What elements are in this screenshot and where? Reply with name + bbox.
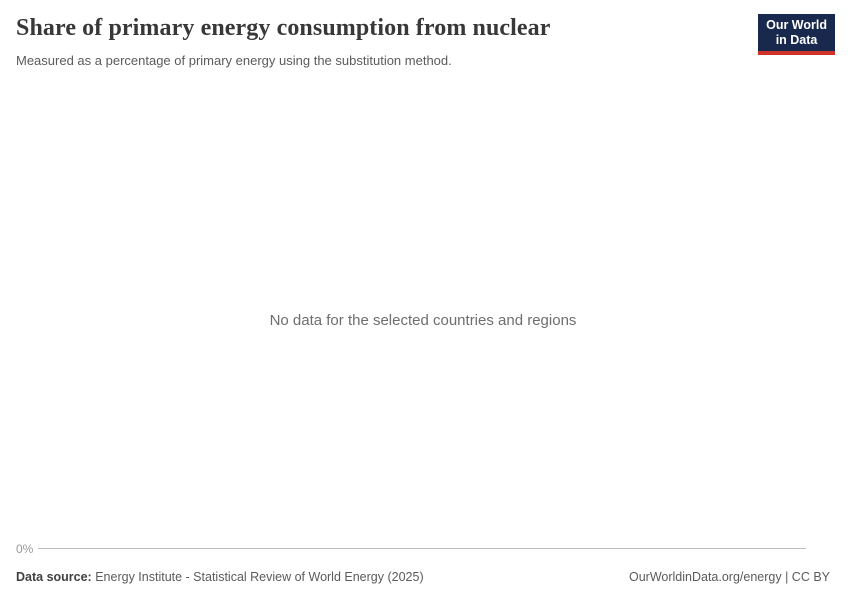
page-subtitle: Measured as a percentage of primary ener… — [16, 53, 452, 68]
x-axis-line — [38, 548, 806, 549]
footer: Data source: Energy Institute - Statisti… — [16, 569, 830, 585]
y-axis-tick-label: 0% — [16, 542, 34, 556]
no-data-message: No data for the selected countries and r… — [269, 312, 577, 329]
owid-logo-line-2: in Data — [775, 33, 818, 47]
data-source-value: Energy Institute - Statistical Review of… — [95, 570, 424, 584]
owid-logo-line-1: Our World — [766, 18, 827, 32]
attribution-link[interactable]: OurWorldinData.org/energy | CC BY — [628, 570, 830, 584]
data-source-line: Data source: Energy Institute - Statisti… — [16, 569, 424, 585]
owid-logo[interactable]: Our World in Data — [758, 14, 835, 55]
page-title: Share of primary energy consumption from… — [16, 15, 551, 41]
data-source-label: Data source: — [16, 570, 92, 584]
